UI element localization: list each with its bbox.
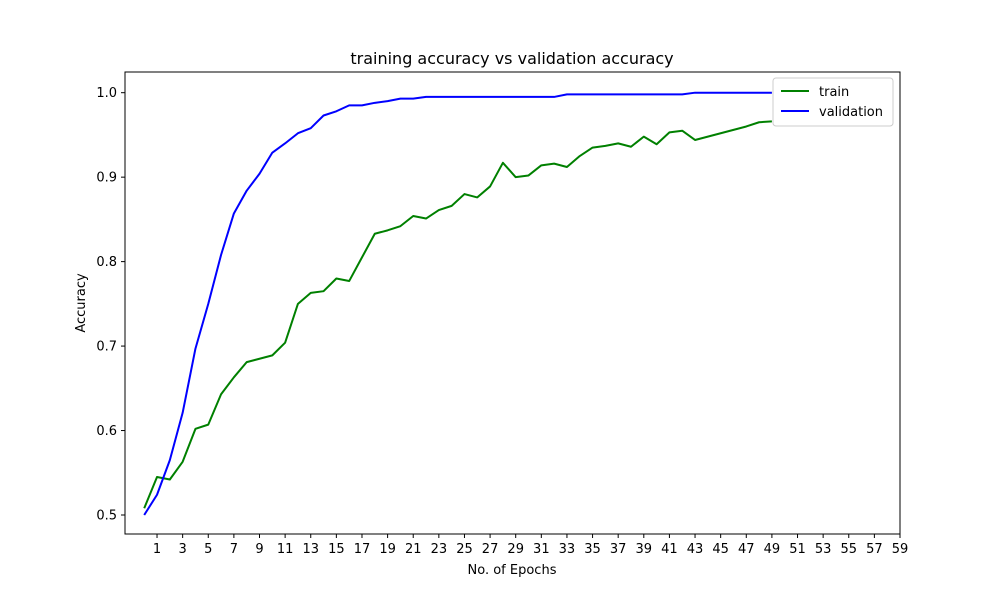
x-tick-label: 7	[230, 542, 238, 557]
x-tick-label: 29	[507, 542, 524, 557]
legend-label-train: train	[819, 85, 849, 100]
x-axis-label: No. of Epochs	[468, 563, 557, 578]
x-tick-label: 19	[379, 542, 396, 557]
x-tick-label: 37	[610, 542, 627, 557]
x-tick-label: 47	[738, 542, 755, 557]
x-tick-label: 17	[354, 542, 371, 557]
x-tick-label: 55	[840, 542, 857, 557]
x-tick-label: 35	[584, 542, 601, 557]
x-tick-label: 9	[255, 542, 263, 557]
x-tick-label: 13	[302, 542, 319, 557]
series-lines	[143, 91, 772, 516]
y-tick-label: 0.7	[96, 340, 117, 355]
x-tick-label: 53	[815, 542, 832, 557]
x-tick-label: 3	[179, 542, 187, 557]
plot-frame	[124, 71, 901, 535]
y-axis-label: Accuracy	[74, 273, 89, 333]
y-tick-label: 1.0	[96, 86, 117, 101]
series-line-train	[143, 120, 772, 509]
x-tick-label: 31	[533, 542, 550, 557]
x-tick-label: 45	[712, 542, 729, 557]
x-tick-label: 15	[328, 542, 345, 557]
x-tick-label: 21	[405, 542, 422, 557]
x-tick-label: 33	[559, 542, 576, 557]
x-tick-label: 57	[866, 542, 883, 557]
x-tick-label: 43	[687, 542, 704, 557]
x-tick-label: 41	[661, 542, 678, 557]
y-tick-label: 0.8	[96, 255, 117, 270]
legend-label-validation: validation	[819, 105, 883, 120]
x-tick-label: 11	[277, 542, 294, 557]
x-tick-label: 39	[636, 542, 653, 557]
x-tick-label: 49	[764, 542, 781, 557]
series-line-validation	[143, 91, 772, 516]
x-tick-label: 51	[789, 542, 806, 557]
x-tick-label: 1	[153, 542, 161, 557]
x-tick-label: 23	[431, 542, 448, 557]
x-tick-label: 25	[456, 542, 473, 557]
y-tick-label: 0.6	[96, 424, 117, 439]
x-tick-label: 27	[482, 542, 499, 557]
y-tick-label: 0.9	[96, 171, 117, 186]
chart-title: training accuracy vs validation accuracy	[350, 49, 673, 68]
y-axis: 0.5 0.6 0.7 0.8 0.9 1.0	[96, 86, 125, 523]
x-axis: 1 3 5 7 9 11 13 15 17 19 21 23 25 27 29 31 33 35 37 39 41 43 4…	[153, 534, 908, 557]
legend: train validation	[772, 77, 894, 127]
x-tick-label: 59	[892, 542, 909, 557]
y-tick-label: 0.5	[96, 508, 117, 523]
x-tick-label: 5	[204, 542, 212, 557]
